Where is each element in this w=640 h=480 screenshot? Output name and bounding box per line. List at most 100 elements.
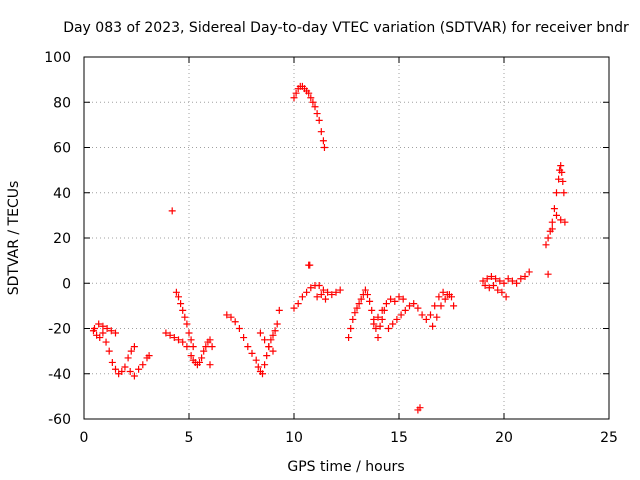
data-point: [206, 336, 214, 344]
data-point: [177, 300, 185, 308]
data-point: [135, 365, 143, 373]
data-point: [183, 343, 191, 351]
data-point: [320, 144, 328, 151]
data-point: [483, 275, 491, 283]
data-point: [548, 225, 556, 233]
data-point: [490, 282, 497, 290]
data-point: [275, 306, 283, 314]
data-point: [139, 361, 147, 369]
data-point: [517, 275, 525, 283]
data-point: [406, 302, 413, 310]
data-point: [175, 336, 182, 344]
data-point: [544, 234, 552, 242]
data-point: [439, 288, 447, 296]
data-point: [307, 284, 315, 292]
data-point: [479, 277, 487, 285]
data-point: [240, 334, 248, 342]
x-tick-label: 15: [390, 430, 408, 446]
data-point: [397, 311, 405, 319]
plot-frame: [83, 56, 610, 420]
data-point: [175, 293, 182, 301]
data-point: [112, 365, 119, 373]
data-point: [355, 300, 363, 308]
data-point: [108, 358, 116, 366]
data-point: [103, 325, 111, 332]
data-point: [189, 343, 197, 351]
data-point: [324, 288, 332, 296]
data-point: [145, 352, 153, 360]
data-point: [550, 205, 558, 213]
data-point: [433, 313, 441, 321]
data-point: [561, 218, 569, 226]
data-point: [496, 277, 504, 285]
data-point: [429, 322, 437, 330]
data-point: [99, 329, 107, 337]
data-point: [544, 270, 552, 278]
data-point: [374, 334, 382, 342]
data-point: [118, 367, 126, 375]
data-point: [227, 313, 235, 321]
x-axis-label: GPS time / hours: [287, 459, 404, 475]
data-point: [431, 302, 439, 310]
data-point: [198, 354, 206, 362]
data-point: [557, 216, 565, 224]
data-point: [345, 334, 353, 342]
data-point: [349, 315, 357, 323]
data-point: [481, 282, 489, 290]
data-point: [292, 89, 300, 97]
y-tick-label: -40: [48, 367, 71, 383]
data-point: [124, 354, 132, 362]
data-point: [166, 331, 174, 339]
data-point: [336, 286, 344, 294]
data-point: [306, 261, 314, 269]
y-tick-label: 0: [62, 276, 71, 292]
data-point: [385, 325, 392, 332]
data-point: [181, 313, 189, 321]
data-point: [200, 347, 208, 355]
y-tick-label: 60: [53, 141, 71, 157]
data-point: [317, 128, 325, 136]
data-point: [366, 297, 374, 305]
data-point: [96, 334, 104, 342]
data-point: [319, 286, 327, 294]
data-point: [263, 352, 271, 360]
y-tick-label: 80: [53, 95, 71, 111]
data-point: [315, 282, 323, 290]
data-point: [231, 318, 239, 326]
data-point: [172, 288, 180, 296]
data-point: [121, 363, 129, 371]
data-point: [485, 284, 493, 292]
data-point: [168, 207, 176, 215]
data-point: [298, 293, 306, 301]
data-point: [107, 327, 115, 335]
data-point: [395, 293, 403, 301]
axis-ticks: 0 5 10 15 20 25 -60 -40 -20 0 20 40 60 80 100: [44, 50, 618, 446]
data-point: [319, 137, 327, 145]
data-point: [271, 327, 279, 335]
data-point: [427, 311, 434, 319]
data-point: [322, 295, 329, 303]
data-point: [315, 116, 323, 124]
data-point: [303, 288, 311, 296]
data-point: [525, 268, 533, 276]
data-point: [248, 349, 256, 357]
data-point: [401, 306, 409, 314]
y-tick-label: 20: [53, 231, 71, 247]
data-point: [267, 336, 275, 344]
data-point: [99, 322, 107, 330]
data-point: [347, 325, 355, 332]
data-point: [557, 162, 565, 170]
data-point: [382, 300, 390, 308]
x-tick-label: 20: [495, 430, 513, 446]
data-point: [487, 272, 495, 280]
data-point: [265, 343, 273, 351]
data-point: [378, 306, 386, 314]
x-tick-label: 25: [600, 430, 618, 446]
y-tick-label: 40: [53, 186, 71, 202]
data-point: [269, 347, 277, 355]
data-point: [307, 94, 315, 102]
data-point: [560, 189, 568, 197]
data-point: [559, 177, 567, 185]
data-point: [399, 295, 407, 303]
data-point: [91, 325, 98, 332]
